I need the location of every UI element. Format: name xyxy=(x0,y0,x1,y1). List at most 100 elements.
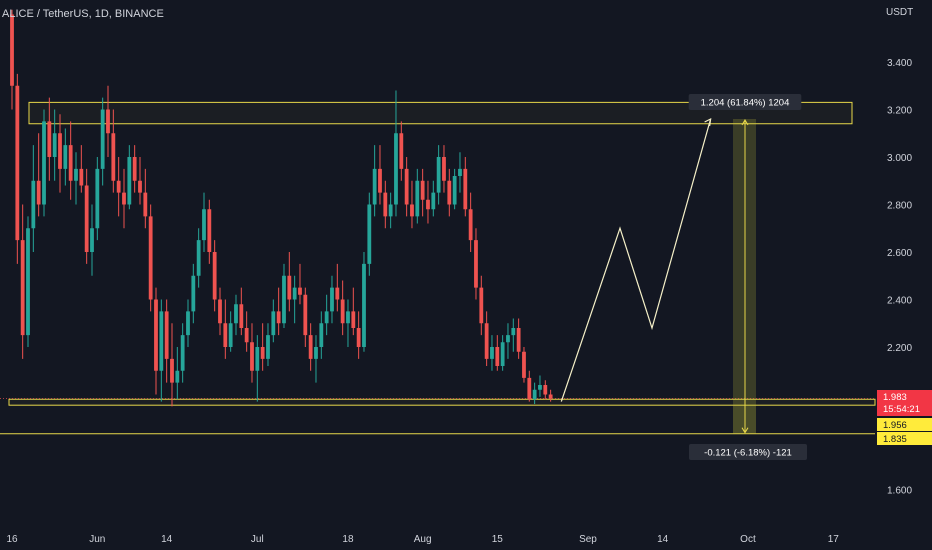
candle xyxy=(479,275,484,336)
candle xyxy=(372,145,377,217)
measure-arrow-down xyxy=(741,427,749,434)
candle-body xyxy=(383,192,388,217)
candle xyxy=(191,263,196,324)
candle-body xyxy=(191,275,196,312)
candle xyxy=(170,323,174,407)
candle xyxy=(127,145,132,210)
candle-body xyxy=(228,323,233,347)
candle xyxy=(36,133,41,217)
candle-body xyxy=(532,389,537,400)
time-tick-label: Sep xyxy=(579,534,597,545)
candle-body xyxy=(447,180,452,205)
candle-body xyxy=(164,311,169,359)
candle-body xyxy=(10,14,14,86)
candle-body xyxy=(415,180,420,217)
candle xyxy=(308,323,313,371)
price-tick-label: 3.200 xyxy=(887,106,912,117)
candle-body xyxy=(276,311,281,324)
candle-body xyxy=(26,228,30,336)
price-tick-label: 2.200 xyxy=(887,343,912,354)
candle-body xyxy=(31,180,36,229)
time-tick-label: 14 xyxy=(161,534,173,545)
candle xyxy=(15,73,20,264)
candle-body xyxy=(404,168,409,205)
candle xyxy=(447,168,452,217)
candle xyxy=(511,318,516,352)
candle xyxy=(10,9,14,110)
candle-body xyxy=(346,311,350,324)
candle-body xyxy=(244,328,249,343)
candle xyxy=(314,335,318,383)
candle-body xyxy=(372,168,377,205)
candle-body xyxy=(484,323,489,359)
candle-body xyxy=(255,347,260,371)
resistance-zone xyxy=(28,101,853,125)
candle xyxy=(186,299,190,347)
candle xyxy=(474,228,478,300)
candle-body xyxy=(63,145,68,169)
support-tag-1-text: 1.956 xyxy=(883,420,907,431)
candle xyxy=(148,204,153,312)
candle-body xyxy=(420,180,425,200)
candle-body xyxy=(426,199,430,210)
candle-body xyxy=(319,323,324,347)
candle-body xyxy=(143,192,148,217)
candle xyxy=(522,347,526,383)
candle xyxy=(404,157,409,217)
candle xyxy=(538,375,542,397)
support-tag-2-text: 1.835 xyxy=(883,434,907,445)
candle xyxy=(58,114,62,193)
candle xyxy=(431,180,436,217)
candle-body xyxy=(490,347,494,359)
support-zone xyxy=(8,398,876,406)
candle-body xyxy=(538,385,542,390)
candle-body xyxy=(436,157,441,193)
candle xyxy=(207,199,212,264)
candle-body xyxy=(468,209,473,241)
candle xyxy=(484,311,489,366)
candle-body xyxy=(292,287,297,300)
candle-body xyxy=(282,275,286,324)
candle xyxy=(303,287,308,347)
candle-body xyxy=(106,109,110,134)
measure-arrow-up xyxy=(741,119,749,126)
support-tag-1-bg xyxy=(877,418,932,431)
price-tick-label: 2.600 xyxy=(887,248,912,259)
candle xyxy=(442,145,446,193)
candle-body xyxy=(84,185,89,252)
candle xyxy=(298,263,302,305)
candle xyxy=(420,168,425,217)
price-tick-label: 2.400 xyxy=(887,296,912,307)
candle xyxy=(79,145,84,193)
candle-body xyxy=(260,347,265,359)
candle-body xyxy=(308,335,313,359)
projection-arrowhead xyxy=(704,117,712,127)
time-tick-label: Jun xyxy=(89,534,105,545)
candle-body xyxy=(506,335,510,343)
candle xyxy=(234,294,238,336)
candle-body xyxy=(154,299,158,371)
candle-body xyxy=(452,176,457,205)
candle xyxy=(463,157,468,217)
candle xyxy=(159,299,164,402)
candle xyxy=(95,157,100,241)
time-tick-label: Oct xyxy=(740,534,756,545)
candle-body xyxy=(298,287,302,295)
candle-body xyxy=(36,180,41,205)
candle xyxy=(527,370,532,402)
candle-body xyxy=(458,168,462,176)
candle xyxy=(143,168,148,229)
measure-badge-up: 1.204 (61.84%) 1204 xyxy=(688,94,802,110)
candle xyxy=(506,323,510,359)
support-tag-1: 1.956 xyxy=(877,418,932,431)
candle-body xyxy=(399,133,404,169)
candle xyxy=(90,204,94,276)
candle xyxy=(394,90,398,217)
candle xyxy=(111,109,116,193)
candle xyxy=(330,275,334,324)
candle-body xyxy=(58,133,62,169)
measure-badge-down-bg xyxy=(689,444,807,460)
candle xyxy=(292,275,297,324)
candle-body xyxy=(522,351,526,378)
